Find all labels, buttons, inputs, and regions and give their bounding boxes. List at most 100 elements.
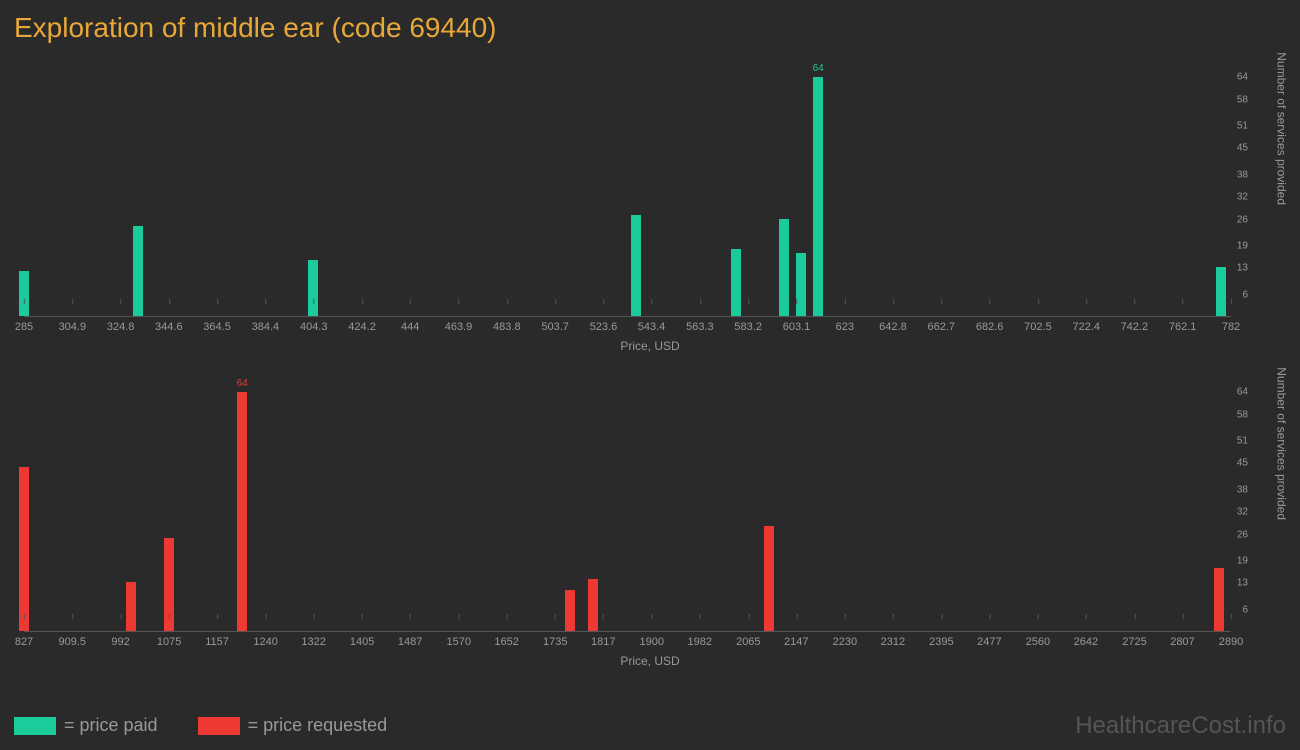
y-tick: 32	[1237, 507, 1248, 518]
x-tick: 827	[15, 636, 33, 648]
y-tick: 38	[1237, 484, 1248, 495]
x-tick: 762.1	[1169, 321, 1197, 333]
x-tick: 463.9	[445, 321, 473, 333]
y-tick: 64	[1237, 387, 1248, 398]
x-tick: 2312	[881, 636, 905, 648]
swatch-red	[198, 717, 240, 735]
bar	[1214, 568, 1224, 632]
bar-value-label: 64	[813, 63, 824, 74]
y-axis-label-bottom: Number of services provided	[1275, 367, 1289, 520]
x-tick: 304.9	[59, 321, 87, 333]
x-tick: 1570	[446, 636, 470, 648]
y-tick: 6	[1242, 604, 1248, 615]
legend-label-requested: = price requested	[248, 715, 388, 736]
legend-item-requested: = price requested	[198, 715, 388, 736]
x-axis-label-bottom: Price, USD	[620, 654, 679, 668]
x-tick: 1487	[398, 636, 422, 648]
x-tick: 384.4	[252, 321, 280, 333]
x-tick: 722.4	[1072, 321, 1100, 333]
x-tick: 2642	[1074, 636, 1098, 648]
x-tick: 1900	[640, 636, 664, 648]
x-tick: 1322	[301, 636, 325, 648]
x-tick: 444	[401, 321, 419, 333]
bar	[19, 467, 29, 631]
x-tick: 543.4	[638, 321, 666, 333]
x-tick: 324.8	[107, 321, 135, 333]
x-tick: 1405	[350, 636, 374, 648]
x-tick: 2560	[1026, 636, 1050, 648]
x-tick: 1240	[253, 636, 277, 648]
x-tick: 603.1	[783, 321, 811, 333]
y-tick: 51	[1237, 435, 1248, 446]
y-tick: 6	[1242, 289, 1248, 300]
chart-price-paid: 64 285304.9324.8344.6364.5384.4404.3424.…	[14, 52, 1286, 357]
bar: 64	[237, 392, 247, 631]
legend-label-paid: = price paid	[64, 715, 158, 736]
x-ticks-top: 285304.9324.8344.6364.5384.4404.3424.244…	[24, 321, 1231, 335]
y-tick: 19	[1237, 555, 1248, 566]
x-tick: 2807	[1170, 636, 1194, 648]
plot-area-bottom: 64	[24, 377, 1231, 632]
y-tick: 64	[1237, 72, 1248, 83]
y-axis-label-top: Number of services provided	[1275, 52, 1289, 205]
bar	[779, 219, 789, 316]
page-title: Exploration of middle ear (code 69440)	[0, 0, 1300, 52]
x-tick: 285	[15, 321, 33, 333]
y-tick: 45	[1237, 143, 1248, 154]
y-tick: 58	[1237, 409, 1248, 420]
bar	[1216, 267, 1226, 316]
bar	[631, 215, 641, 316]
bar	[19, 271, 29, 316]
x-tick: 523.6	[590, 321, 618, 333]
x-tick: 1075	[157, 636, 181, 648]
x-tick: 662.7	[928, 321, 956, 333]
x-ticks-bottom: 827909.599210751157124013221405148715701…	[24, 636, 1231, 650]
bar: 64	[813, 77, 823, 316]
x-tick: 1652	[494, 636, 518, 648]
y-tick: 51	[1237, 120, 1248, 131]
chart-price-requested: 64 827909.599210751157124013221405148715…	[14, 367, 1286, 672]
x-tick: 1982	[688, 636, 712, 648]
swatch-paid	[14, 717, 56, 735]
x-tick: 483.8	[493, 321, 521, 333]
legend: = price paid = price requested	[14, 715, 387, 736]
x-axis-label-top: Price, USD	[620, 339, 679, 353]
x-tick: 563.3	[686, 321, 714, 333]
x-tick: 2065	[736, 636, 760, 648]
y-tick: 45	[1237, 458, 1248, 469]
x-tick: 682.6	[976, 321, 1004, 333]
x-tick: 2890	[1219, 636, 1243, 648]
y-tick: 32	[1237, 192, 1248, 203]
x-tick: 344.6	[155, 321, 183, 333]
x-tick: 2395	[929, 636, 953, 648]
legend-item-paid: = price paid	[14, 715, 158, 736]
x-tick: 583.2	[734, 321, 762, 333]
x-tick: 2147	[784, 636, 808, 648]
x-tick: 782	[1222, 321, 1240, 333]
y-tick: 19	[1237, 240, 1248, 251]
x-tick: 2725	[1122, 636, 1146, 648]
bar	[133, 226, 143, 316]
x-tick: 642.8	[879, 321, 907, 333]
y-tick: 13	[1237, 578, 1248, 589]
y-tick: 58	[1237, 94, 1248, 105]
plot-area-top: 64	[24, 62, 1231, 317]
x-tick: 503.7	[541, 321, 569, 333]
x-tick: 909.5	[59, 636, 87, 648]
x-tick: 742.2	[1121, 321, 1149, 333]
bar-value-label: 64	[237, 378, 248, 389]
bar	[308, 260, 318, 316]
y-tick: 13	[1237, 263, 1248, 274]
x-tick: 364.5	[203, 321, 231, 333]
bar	[731, 249, 741, 316]
bar	[565, 590, 575, 631]
x-tick: 1735	[543, 636, 567, 648]
x-tick: 2230	[833, 636, 857, 648]
bar	[764, 526, 774, 631]
y-tick: 38	[1237, 169, 1248, 180]
bar	[126, 582, 136, 631]
y-ticks-top: 6131926323845515864	[1232, 62, 1248, 317]
x-tick: 992	[111, 636, 129, 648]
x-tick: 424.2	[348, 321, 376, 333]
watermark: HealthcareCost.info	[1075, 712, 1286, 740]
